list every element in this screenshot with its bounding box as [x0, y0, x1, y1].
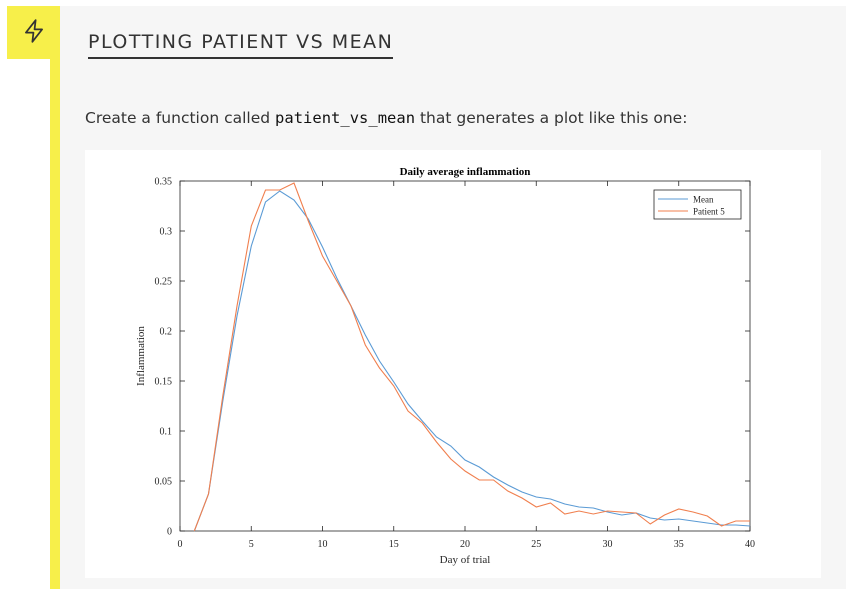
x-tick-label: 0 — [178, 539, 183, 550]
function-name-code: patient_vs_mean — [275, 109, 416, 127]
legend-entry: Patient 5 — [693, 207, 725, 217]
series-line-patient-5 — [193, 182, 750, 532]
y-tick-label: 0.3 — [160, 227, 173, 238]
x-tick-label: 5 — [249, 539, 254, 550]
x-tick-label: 35 — [674, 539, 684, 550]
y-tick-label: 0.2 — [160, 327, 173, 338]
chart-title: Daily average inflammation — [400, 166, 531, 178]
instruction-after: that generates a plot like this one: — [415, 109, 688, 127]
y-axis-label: Inflammation — [135, 326, 147, 386]
series-line-mean — [193, 190, 751, 532]
y-tick-label: 0.1 — [160, 427, 173, 438]
legend-entry: Mean — [693, 195, 714, 205]
x-tick-label: 20 — [460, 539, 470, 550]
x-tick-label: 25 — [531, 539, 541, 550]
chart-legend: Mean Patient 5 — [653, 189, 742, 220]
x-tick-label: 10 — [318, 539, 328, 550]
x-tick-label: 40 — [745, 539, 755, 550]
page-title: PLOTTING PATIENT VS MEAN — [88, 31, 394, 59]
instruction-text: Create a function called patient_vs_mean… — [85, 109, 687, 127]
legend-box — [653, 189, 742, 220]
lightning-icon — [21, 18, 47, 48]
accent-bar — [50, 6, 60, 589]
y-tick-label: 0.25 — [155, 277, 173, 288]
y-tick-label: 0 — [167, 527, 172, 538]
x-tick-label: 30 — [603, 539, 613, 550]
y-tick-label: 0.05 — [155, 477, 173, 488]
y-tick-label: 0.15 — [155, 377, 173, 388]
plot-figure: 0 5 10 15 20 25 30 35 40 0 0.05 0.1 0.15 0.2 0.25 0.3 0.… — [85, 150, 821, 578]
x-tick-label: 15 — [389, 539, 399, 550]
x-axis-label: Day of trial — [440, 554, 491, 566]
y-tick-label: 0.35 — [155, 177, 173, 188]
line-chart: 0 5 10 15 20 25 30 35 40 0 0.05 0.1 0.15 0.2 0.25 0.3 0.… — [135, 166, 755, 566]
plot-area-frame — [179, 180, 751, 532]
instruction-before: Create a function called — [85, 109, 276, 127]
exercise-icon-box — [7, 6, 60, 59]
